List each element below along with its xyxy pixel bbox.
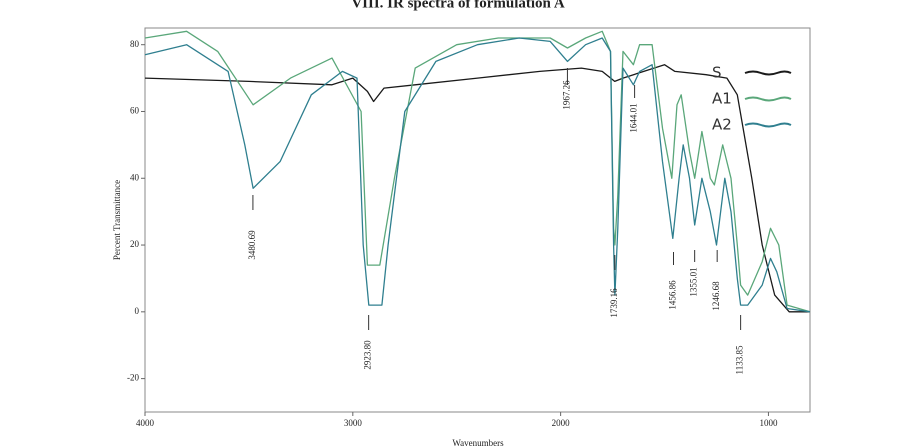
y-tick-label: 80 xyxy=(130,39,140,49)
peak-label: 1644.01 xyxy=(629,103,639,132)
legend-label: A2 xyxy=(712,116,732,134)
x-tick-label: 4000 xyxy=(136,418,155,428)
peak-label: 3480.69 xyxy=(247,230,257,260)
peak-label: 1246.68 xyxy=(711,281,721,311)
y-axis-label: Percent Transmittance xyxy=(112,180,122,260)
y-tick-label: 60 xyxy=(130,106,140,116)
y-tick-label: 40 xyxy=(130,172,140,182)
peak-label: 1133.85 xyxy=(735,345,745,374)
spectrum-line xyxy=(144,64,810,313)
y-tick-label: -20 xyxy=(127,373,139,383)
x-tick-label: 2000 xyxy=(552,418,571,428)
peak-label: 1739.16 xyxy=(609,288,619,318)
peak-label: 1456.86 xyxy=(668,280,678,310)
legend-swatch xyxy=(744,70,792,76)
peak-label: 2923.80 xyxy=(363,340,373,370)
y-tick-label: 0 xyxy=(135,306,140,316)
x-tick-label: 3000 xyxy=(344,418,363,428)
legend-label: A1 xyxy=(712,90,732,108)
plot-frame xyxy=(144,27,811,413)
y-tick-label: 20 xyxy=(130,239,140,249)
legend-swatch xyxy=(744,122,792,128)
peak-label: 1355.01 xyxy=(689,267,699,296)
legend-label: S xyxy=(712,64,722,82)
chart-title: VIII. IR spectra of formulation A xyxy=(351,0,564,11)
x-tick-label: 1000 xyxy=(759,418,778,428)
legend-swatch xyxy=(744,96,792,102)
x-axis-label: Wavenumbers xyxy=(452,438,504,448)
spectrum-line xyxy=(144,30,811,313)
peak-label: 1967.26 xyxy=(561,80,571,110)
spectrum-line xyxy=(144,37,811,313)
